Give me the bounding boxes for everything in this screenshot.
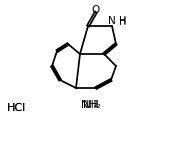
Text: NH₂: NH₂	[81, 100, 101, 110]
Text: O: O	[92, 5, 100, 15]
Text: 2: 2	[94, 100, 98, 109]
Text: N: N	[108, 16, 116, 26]
Text: HCl: HCl	[6, 103, 26, 113]
Text: H: H	[119, 17, 126, 27]
Text: HCl: HCl	[6, 103, 26, 113]
Text: H: H	[119, 16, 126, 26]
Text: NH: NH	[83, 100, 98, 110]
